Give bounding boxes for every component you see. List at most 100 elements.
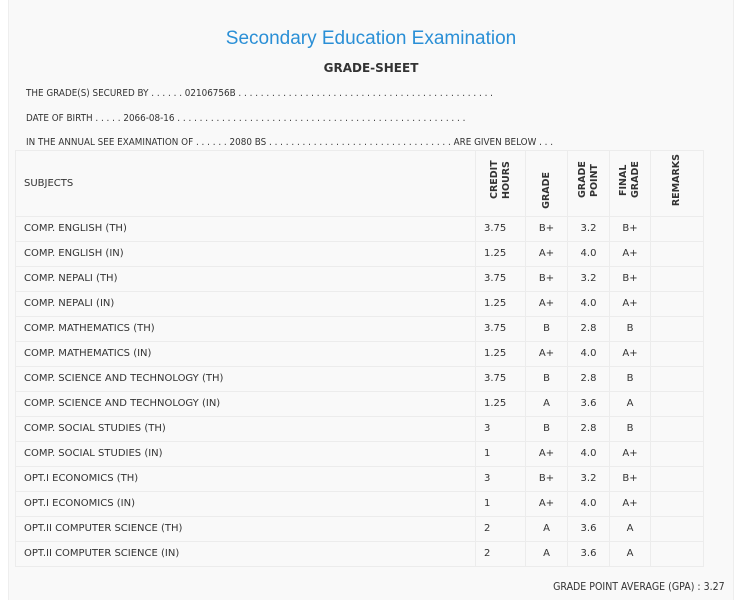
grade-point-cell: 3.2 [567,266,610,292]
final-grade-cell: A [609,541,651,567]
page-title: Secondary Education Examination [225,28,517,49]
subject-cell: OPT.I ECONOMICS (IN) [15,491,476,517]
header-subjects: SUBJECTS [15,150,476,217]
grade-point-cell: 4.0 [567,441,610,467]
credit-hours-cell: 2 [475,516,526,542]
grade-cell: B+ [525,466,568,492]
grade-point-cell: 4.0 [567,341,610,367]
final-grade-cell: B+ [609,216,651,242]
grade-cell: A+ [525,341,568,367]
remarks-cell [650,441,704,467]
credit-hours-cell: 1.25 [475,241,526,267]
subject-cell: OPT.I ECONOMICS (TH) [15,466,476,492]
grade-point-cell: 3.6 [567,516,610,542]
subject-cell: COMP. ENGLISH (IN) [15,241,476,267]
grade-cell: A+ [525,241,568,267]
subject-cell: OPT.II COMPUTER SCIENCE (IN) [15,541,476,567]
grade-cell: B [525,416,568,442]
final-grade-cell: B [609,366,651,392]
grade-point-cell: 4.0 [567,491,610,517]
remarks-cell [650,341,704,367]
secured-by-line: THE GRADE(S) SECURED BY . . . . . . 0210… [26,88,493,99]
grade-point-cell: 3.6 [567,391,610,417]
table-row: COMP. NEPALI (TH) 3.75 B+ 3.2 B+ [15,266,704,292]
final-grade-cell: A+ [609,491,651,517]
grade-cell: A+ [525,491,568,517]
remarks-cell [650,416,704,442]
remarks-cell [650,516,704,542]
table-row: COMP. MATHEMATICS (IN) 1.25 A+ 4.0 A+ [15,341,704,367]
grade-cell: B+ [525,266,568,292]
credit-hours-cell: 3.75 [475,316,526,342]
final-grade-cell: A+ [609,291,651,317]
table-row: COMP. NEPALI (IN) 1.25 A+ 4.0 A+ [15,291,704,317]
grade-point-cell: 2.8 [567,416,610,442]
final-grade-cell: B [609,416,651,442]
remarks-cell [650,241,704,267]
credit-hours-cell: 3.75 [475,216,526,242]
subject-cell: COMP. NEPALI (TH) [15,266,476,292]
grade-cell: A+ [525,441,568,467]
subject-cell: COMP. SCIENCE AND TECHNOLOGY (TH) [15,366,476,392]
credit-hours-cell: 1.25 [475,391,526,417]
remarks-cell [650,541,704,567]
subject-cell: COMP. MATHEMATICS (TH) [15,316,476,342]
header-credit-hours: CREDIT HOURS [475,150,526,217]
gpa-summary: GRADE POINT AVERAGE (GPA) : 3.27 [553,581,725,593]
credit-hours-cell: 3.75 [475,366,526,392]
final-grade-cell: B+ [609,266,651,292]
table-row: OPT.II COMPUTER SCIENCE (IN) 2 A 3.6 A [15,541,704,567]
final-grade-cell: B+ [609,466,651,492]
subject-cell: OPT.II COMPUTER SCIENCE (TH) [15,516,476,542]
subject-cell: COMP. SOCIAL STUDIES (TH) [15,416,476,442]
grade-cell: B [525,366,568,392]
dob-line: DATE OF BIRTH . . . . . 2066-08-16 . . .… [26,113,466,124]
table-row: COMP. SCIENCE AND TECHNOLOGY (TH) 3.75 B 2.… [15,366,704,392]
table-row: OPT.I ECONOMICS (TH) 3 B+ 3.2 B+ [15,466,704,492]
subject-cell: COMP. SCIENCE AND TECHNOLOGY (IN) [15,391,476,417]
final-grade-cell: A+ [609,341,651,367]
final-grade-cell: A [609,516,651,542]
subject-cell: COMP. ENGLISH (TH) [15,216,476,242]
grade-cell: A [525,541,568,567]
grade-cell: A+ [525,291,568,317]
page-subtitle: GRADE-SHEET [323,61,419,75]
remarks-cell [650,291,704,317]
table-row: COMP. ENGLISH (TH) 3.75 B+ 3.2 B+ [15,216,704,242]
final-grade-cell: A+ [609,241,651,267]
table-row: COMP. SOCIAL STUDIES (IN) 1 A+ 4.0 A+ [15,441,704,467]
header-grade: GRADE [525,150,568,217]
exam-line: IN THE ANNUAL SEE EXAMINATION OF . . . .… [26,137,554,148]
grade-point-cell: 2.8 [567,316,610,342]
grade-cell: B [525,316,568,342]
grade-point-cell: 3.2 [567,216,610,242]
table-header-row: SUBJECTS CREDIT HOURS GRADE GRADE POINT … [15,150,704,217]
grade-point-cell: 3.6 [567,541,610,567]
grade-point-cell: 3.2 [567,466,610,492]
final-grade-cell: B [609,316,651,342]
subject-cell: COMP. NEPALI (IN) [15,291,476,317]
table-row: OPT.I ECONOMICS (IN) 1 A+ 4.0 A+ [15,491,704,517]
header-remarks: REMARKS [650,150,704,217]
remarks-cell [650,466,704,492]
credit-hours-cell: 2 [475,541,526,567]
remarks-cell [650,491,704,517]
final-grade-cell: A+ [609,441,651,467]
grades-table: SUBJECTS CREDIT HOURS GRADE GRADE POINT … [15,150,704,567]
credit-hours-cell: 3.75 [475,266,526,292]
table-row: COMP. ENGLISH (IN) 1.25 A+ 4.0 A+ [15,241,704,267]
grade-cell: A [525,516,568,542]
grade-point-cell: 4.0 [567,291,610,317]
table-row: COMP. SOCIAL STUDIES (TH) 3 B 2.8 B [15,416,704,442]
credit-hours-cell: 3 [475,416,526,442]
subject-cell: COMP. MATHEMATICS (IN) [15,341,476,367]
grade-cell: A [525,391,568,417]
subject-cell: COMP. SOCIAL STUDIES (IN) [15,441,476,467]
grade-point-cell: 2.8 [567,366,610,392]
credit-hours-cell: 3 [475,466,526,492]
credit-hours-cell: 1 [475,441,526,467]
grade-point-cell: 4.0 [567,241,610,267]
table-row: COMP. SCIENCE AND TECHNOLOGY (IN) 1.25 A 3.… [15,391,704,417]
remarks-cell [650,266,704,292]
remarks-cell [650,391,704,417]
